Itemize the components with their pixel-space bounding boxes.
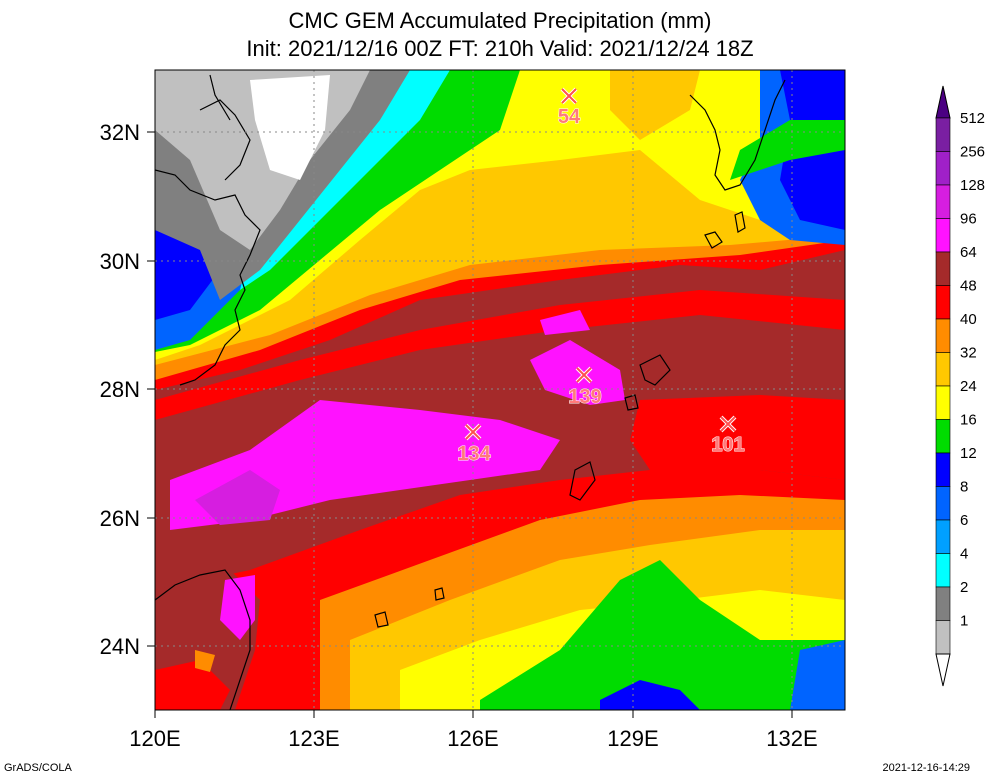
legend-label: 2 xyxy=(960,579,968,596)
legend-label: 128 xyxy=(960,177,985,194)
max-marker: 54 xyxy=(557,87,581,129)
max-value-label: 134 xyxy=(457,443,491,465)
legend-swatch xyxy=(935,419,951,454)
legend-min-arrow xyxy=(935,653,951,687)
max-marker: 101 xyxy=(711,415,745,457)
legend-swatch xyxy=(935,251,951,286)
x-tick-label: 120E xyxy=(129,726,180,751)
legend-label: 6 xyxy=(960,512,968,529)
legend-label: 48 xyxy=(960,278,977,295)
legend-swatch xyxy=(935,553,951,588)
legend-swatch xyxy=(935,318,951,353)
y-tick-label: 24N xyxy=(100,634,140,659)
max-value-label: 54 xyxy=(558,106,581,128)
max-marker: 139 xyxy=(568,366,602,409)
legend-swatch xyxy=(935,620,951,655)
legend-swatch xyxy=(935,184,951,219)
max-value-label: 101 xyxy=(711,434,744,456)
legend-max-arrow xyxy=(935,85,951,119)
legend-swatch xyxy=(935,452,951,487)
coastline xyxy=(155,74,786,710)
plot-frame xyxy=(154,69,846,711)
legend-label: 64 xyxy=(960,244,977,261)
legend-swatch xyxy=(935,385,951,420)
precipitation-field xyxy=(155,70,845,710)
graticule xyxy=(155,70,845,710)
legend-swatch xyxy=(935,285,951,320)
y-tick-label: 26N xyxy=(100,506,140,531)
legend-label: 32 xyxy=(960,345,977,362)
max-value-label: 139 xyxy=(568,386,601,408)
x-tick-label: 132E xyxy=(766,726,817,751)
y-tick-label: 30N xyxy=(100,249,140,274)
x-tick-label: 126E xyxy=(447,726,498,751)
max-marker: 134 xyxy=(457,423,492,466)
x-tick-label: 129E xyxy=(607,726,658,751)
y-tick-label: 28N xyxy=(100,377,140,402)
legend-swatch xyxy=(935,151,951,186)
legend-label: 24 xyxy=(960,378,977,395)
legend-swatch xyxy=(935,352,951,387)
legend-label: 40 xyxy=(960,311,977,328)
legend-swatch xyxy=(935,117,951,152)
legend-label: 512 xyxy=(960,110,985,127)
y-tick-label: 32N xyxy=(100,120,140,145)
legend-label: 12 xyxy=(960,445,977,462)
axis-ticks xyxy=(147,131,793,718)
footer-timestamp: 2021-12-16-14:29 xyxy=(882,762,970,774)
legend-label: 16 xyxy=(960,412,977,429)
legend-label: 256 xyxy=(960,144,985,161)
legend-label: 96 xyxy=(960,211,977,228)
legend-swatch xyxy=(935,519,951,554)
map-subtitle: Init: 2021/12/16 00Z FT: 210h Valid: 202… xyxy=(246,36,754,61)
legend-label: 8 xyxy=(960,479,968,496)
legend-swatch xyxy=(935,218,951,253)
map-title: CMC GEM Accumulated Precipitation (mm) xyxy=(288,8,712,33)
legend-swatch xyxy=(935,486,951,521)
footer-credit: GrADS/COLA xyxy=(4,762,72,774)
legend-label: 4 xyxy=(960,546,968,563)
legend-swatch xyxy=(935,586,951,621)
legend-label: 1 xyxy=(960,613,968,630)
x-tick-label: 123E xyxy=(288,726,339,751)
